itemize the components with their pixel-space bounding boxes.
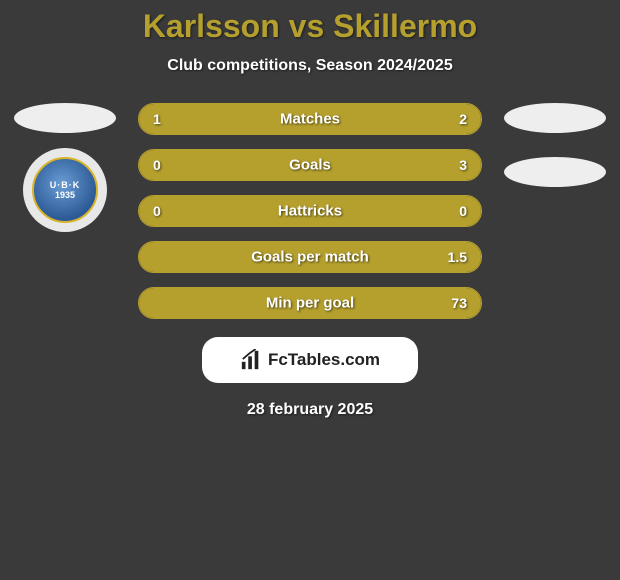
stat-value-right: 73 <box>451 295 467 311</box>
stat-value-right: 3 <box>459 157 467 173</box>
bar-chart-icon <box>240 349 262 371</box>
stat-label: Matches <box>280 111 340 128</box>
stat-row: 0 Hattricks 0 <box>138 195 482 227</box>
date-label: 28 february 2025 <box>247 401 373 419</box>
stat-row: Min per goal 73 <box>138 287 482 319</box>
main-layout: U·B·K 1935 1 Matches 2 0 Goals 3 0 Hattricks 0 Go… <box>0 103 620 319</box>
stat-row: 0 Goals 3 <box>138 149 482 181</box>
footer: FcTables.com 28 february 2025 <box>0 337 620 419</box>
player-photo-placeholder-right-1 <box>504 103 606 133</box>
club-badge-left: U·B·K 1935 <box>23 148 107 232</box>
stat-value-left: 0 <box>153 203 161 219</box>
club-badge-initials: U·B·K <box>50 180 81 190</box>
right-player-column <box>500 103 610 187</box>
page-subtitle: Club competitions, Season 2024/2025 <box>0 57 620 75</box>
stat-value-left: 0 <box>153 157 161 173</box>
left-player-column: U·B·K 1935 <box>10 103 120 232</box>
stat-label: Goals per match <box>251 249 369 266</box>
stat-bar-left <box>139 242 156 272</box>
stat-value-right: 1.5 <box>448 249 467 265</box>
club-badge-inner: U·B·K 1935 <box>32 157 98 223</box>
stat-value-left: 1 <box>153 111 161 127</box>
stat-label: Hattricks <box>278 203 342 220</box>
brand-text: FcTables.com <box>268 350 380 370</box>
stat-row: Goals per match 1.5 <box>138 241 482 273</box>
stats-column: 1 Matches 2 0 Goals 3 0 Hattricks 0 Goals per mat… <box>138 103 482 319</box>
stat-label: Goals <box>289 157 331 174</box>
stat-bar-left <box>139 288 156 318</box>
brand-logo[interactable]: FcTables.com <box>202 337 418 383</box>
stat-label: Min per goal <box>266 295 354 312</box>
page-title: Karlsson vs Skillermo <box>0 8 620 45</box>
stat-row: 1 Matches 2 <box>138 103 482 135</box>
club-badge-year: 1935 <box>55 190 75 200</box>
stat-value-right: 2 <box>459 111 467 127</box>
player-photo-placeholder-left <box>14 103 116 133</box>
stat-value-right: 0 <box>459 203 467 219</box>
player-photo-placeholder-right-2 <box>504 157 606 187</box>
comparison-card: Karlsson vs Skillermo Club competitions,… <box>0 0 620 419</box>
